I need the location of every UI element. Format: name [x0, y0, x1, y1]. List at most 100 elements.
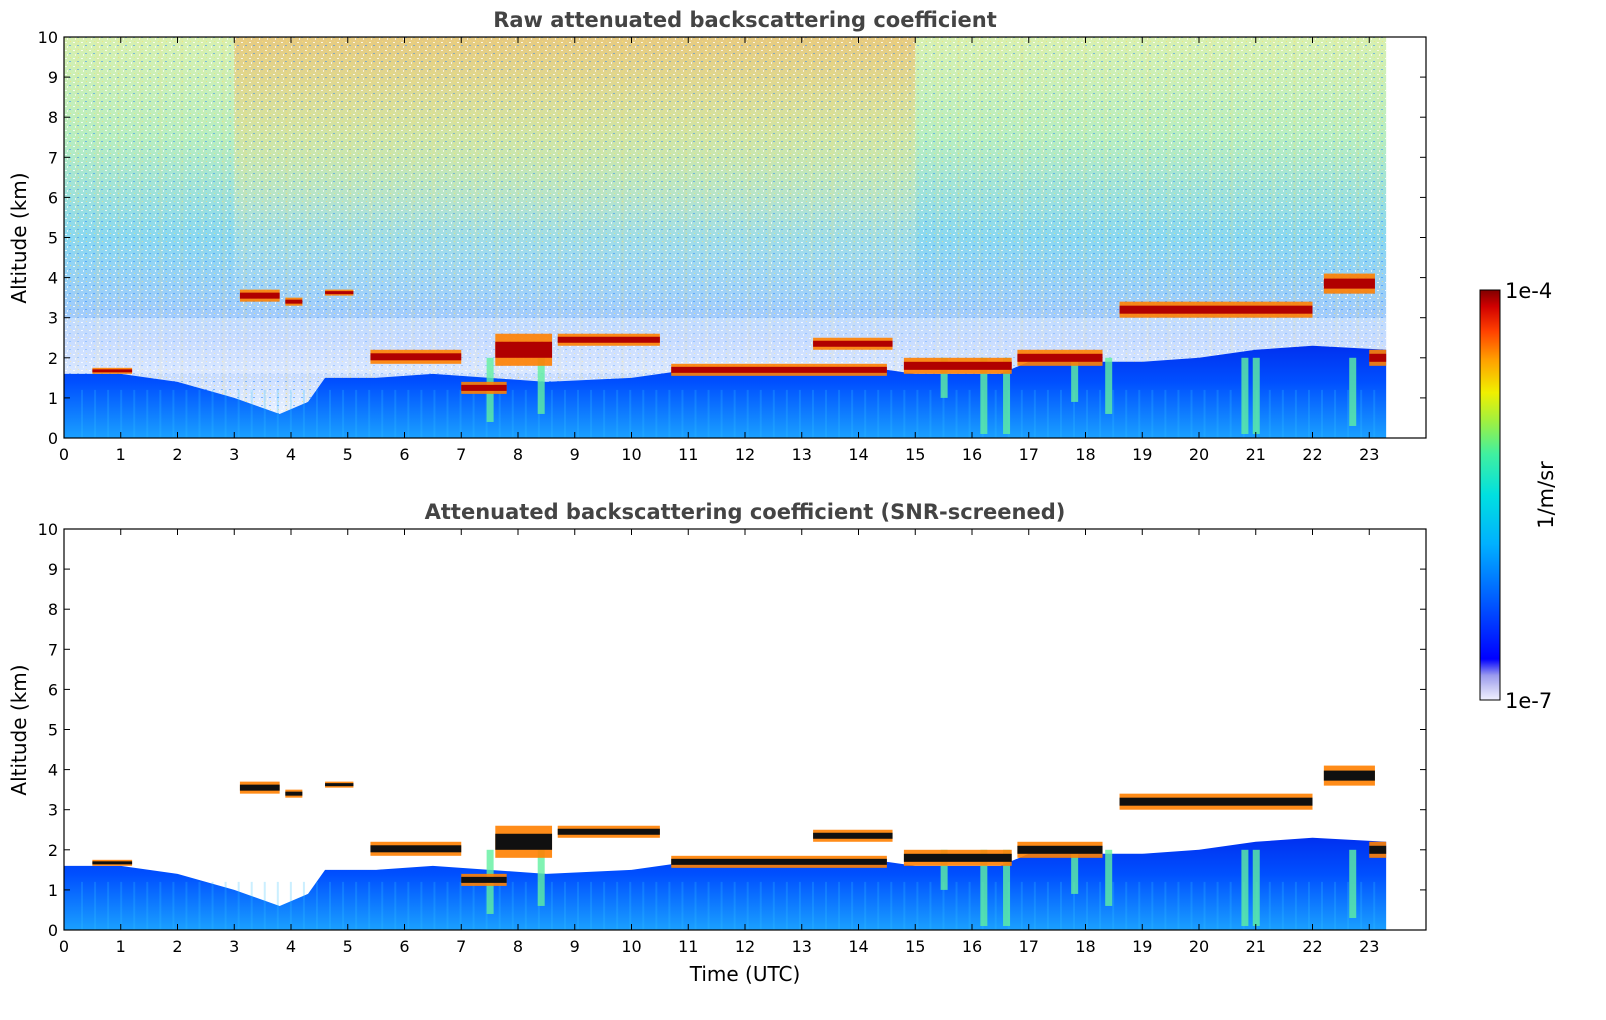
- aerosol-streak: [211, 389, 214, 438]
- cloud-layer-core: [461, 876, 507, 883]
- aerosol-streak: [968, 881, 971, 930]
- precipitation-plume: [1105, 849, 1113, 906]
- signal-streak: [1293, 37, 1297, 438]
- aerosol-streak: [1059, 881, 1062, 930]
- signal-streak: [1230, 37, 1234, 438]
- aerosol-streak: [1112, 389, 1115, 438]
- x-axis: 0 1 2 3 4 5 6 7 8 9 10 11 12 13 14 15 16 17 18 19 20 21 22 23: [59, 529, 1379, 956]
- aerosol-streak: [746, 389, 749, 438]
- aerosol-streak: [1229, 389, 1232, 438]
- cloud-layer-core: [495, 833, 553, 850]
- aerosol-streak: [642, 881, 645, 930]
- aerosol-streak: [629, 881, 632, 930]
- signal-streak: [411, 37, 415, 438]
- x-tick-label: 10: [621, 937, 641, 956]
- aerosol-streak: [1138, 881, 1141, 930]
- signal-streak: [579, 37, 583, 438]
- aerosol-streak: [1020, 881, 1023, 930]
- aerosol-streak: [1281, 881, 1284, 930]
- signal-streak: [558, 37, 562, 438]
- aerosol-streak: [1046, 881, 1049, 930]
- x-tick-label: 9: [570, 445, 580, 464]
- aerosol-streak: [603, 389, 606, 438]
- aerosol-streak: [1073, 389, 1076, 438]
- aerosol-streak: [289, 881, 292, 930]
- aerosol-streak: [733, 881, 736, 930]
- colorbar-units-label: 1/m/sr: [1534, 461, 1558, 529]
- signal-streak: [1104, 37, 1108, 438]
- precipitation-plume: [537, 357, 545, 414]
- aerosol-streak: [94, 881, 97, 930]
- signal-streak: [1041, 37, 1045, 438]
- y-tick-label: 5: [48, 229, 58, 248]
- signal-streak: [1335, 37, 1339, 438]
- x-axis-label: Time (UTC): [689, 962, 801, 986]
- signal-streak: [1083, 37, 1087, 438]
- x-tick-label: 8: [513, 445, 523, 464]
- aerosol-streak: [407, 881, 410, 930]
- signal-streak: [1167, 37, 1171, 438]
- y-tick-label: 10: [38, 520, 58, 539]
- aerosol-streak: [459, 389, 462, 438]
- precipitation-plume: [1349, 357, 1357, 426]
- cloud-layer-core: [370, 353, 462, 361]
- signal-streak: [117, 37, 121, 438]
- aerosol-streak: [1294, 881, 1297, 930]
- aerosol-streak: [120, 389, 123, 438]
- aerosol-streak: [720, 389, 723, 438]
- aerosol-streak: [655, 389, 658, 438]
- aerosol-streak: [694, 881, 697, 930]
- signal-streak: [369, 37, 373, 438]
- aerosol-streak: [159, 881, 162, 930]
- cloud-layer-core: [325, 783, 354, 787]
- aerosol-streak: [342, 881, 345, 930]
- aerosol-streak: [733, 389, 736, 438]
- x-tick-label: 4: [286, 445, 296, 464]
- signal-streak: [999, 37, 1003, 438]
- boundary-layer: [64, 345, 1387, 438]
- cloud-layer-core: [813, 340, 893, 347]
- aerosol-streak: [851, 389, 854, 438]
- x-tick-label: 15: [905, 445, 925, 464]
- x-tick-label: 12: [735, 445, 755, 464]
- aerosol-streak: [563, 389, 566, 438]
- signal-streak: [831, 37, 835, 438]
- x-tick-label: 11: [678, 937, 698, 956]
- signal-streak: [180, 37, 184, 438]
- colorbar: 1e-4 1e-7 1/m/sr: [1479, 279, 1558, 713]
- x-tick-label: 23: [1359, 937, 1379, 956]
- aerosol-streak: [772, 881, 775, 930]
- signal-streak: [537, 37, 541, 438]
- y-tick-label: 8: [48, 600, 58, 619]
- cloud-layer-core: [495, 341, 553, 358]
- aerosol-streak: [616, 389, 619, 438]
- aerosol-streak: [890, 881, 893, 930]
- aerosol-streak: [577, 389, 580, 438]
- x-axis: 0 1 2 3 4 5 6 7 8 9 10 11 12 13 14 15 16 17 18 19 20 21 22 23: [59, 37, 1379, 464]
- aerosol-streak: [237, 881, 240, 930]
- aerosol-streak: [590, 389, 593, 438]
- boundary-layer: [64, 837, 1387, 930]
- signal-streak: [642, 37, 646, 438]
- aerosol-streak: [838, 389, 841, 438]
- aerosol-streak: [498, 881, 501, 930]
- aerosol-streak: [1151, 881, 1154, 930]
- y-axis: 0 1 2 3 4 5 6 7 8 9 10: [38, 520, 1426, 940]
- aerosol-streak: [1020, 389, 1023, 438]
- colorbar-gradient: [1479, 289, 1501, 701]
- signal-streak: [705, 37, 709, 438]
- aerosol-streak: [1321, 881, 1324, 930]
- signal-streak: [306, 37, 310, 438]
- cloud-layer-core: [325, 291, 354, 295]
- precipitation-plume: [1071, 357, 1079, 402]
- cloud-layer-core: [1017, 845, 1103, 854]
- aerosol-streak: [629, 389, 632, 438]
- aerosol-streak: [1347, 389, 1350, 438]
- aerosol-streak: [1059, 389, 1062, 438]
- x-tick-label: 23: [1359, 445, 1379, 464]
- aerosol-streak: [1268, 389, 1271, 438]
- aerosol-streak: [707, 389, 710, 438]
- signal-streak: [1062, 37, 1066, 438]
- signal-streak: [873, 37, 877, 438]
- signal-streak: [285, 37, 289, 438]
